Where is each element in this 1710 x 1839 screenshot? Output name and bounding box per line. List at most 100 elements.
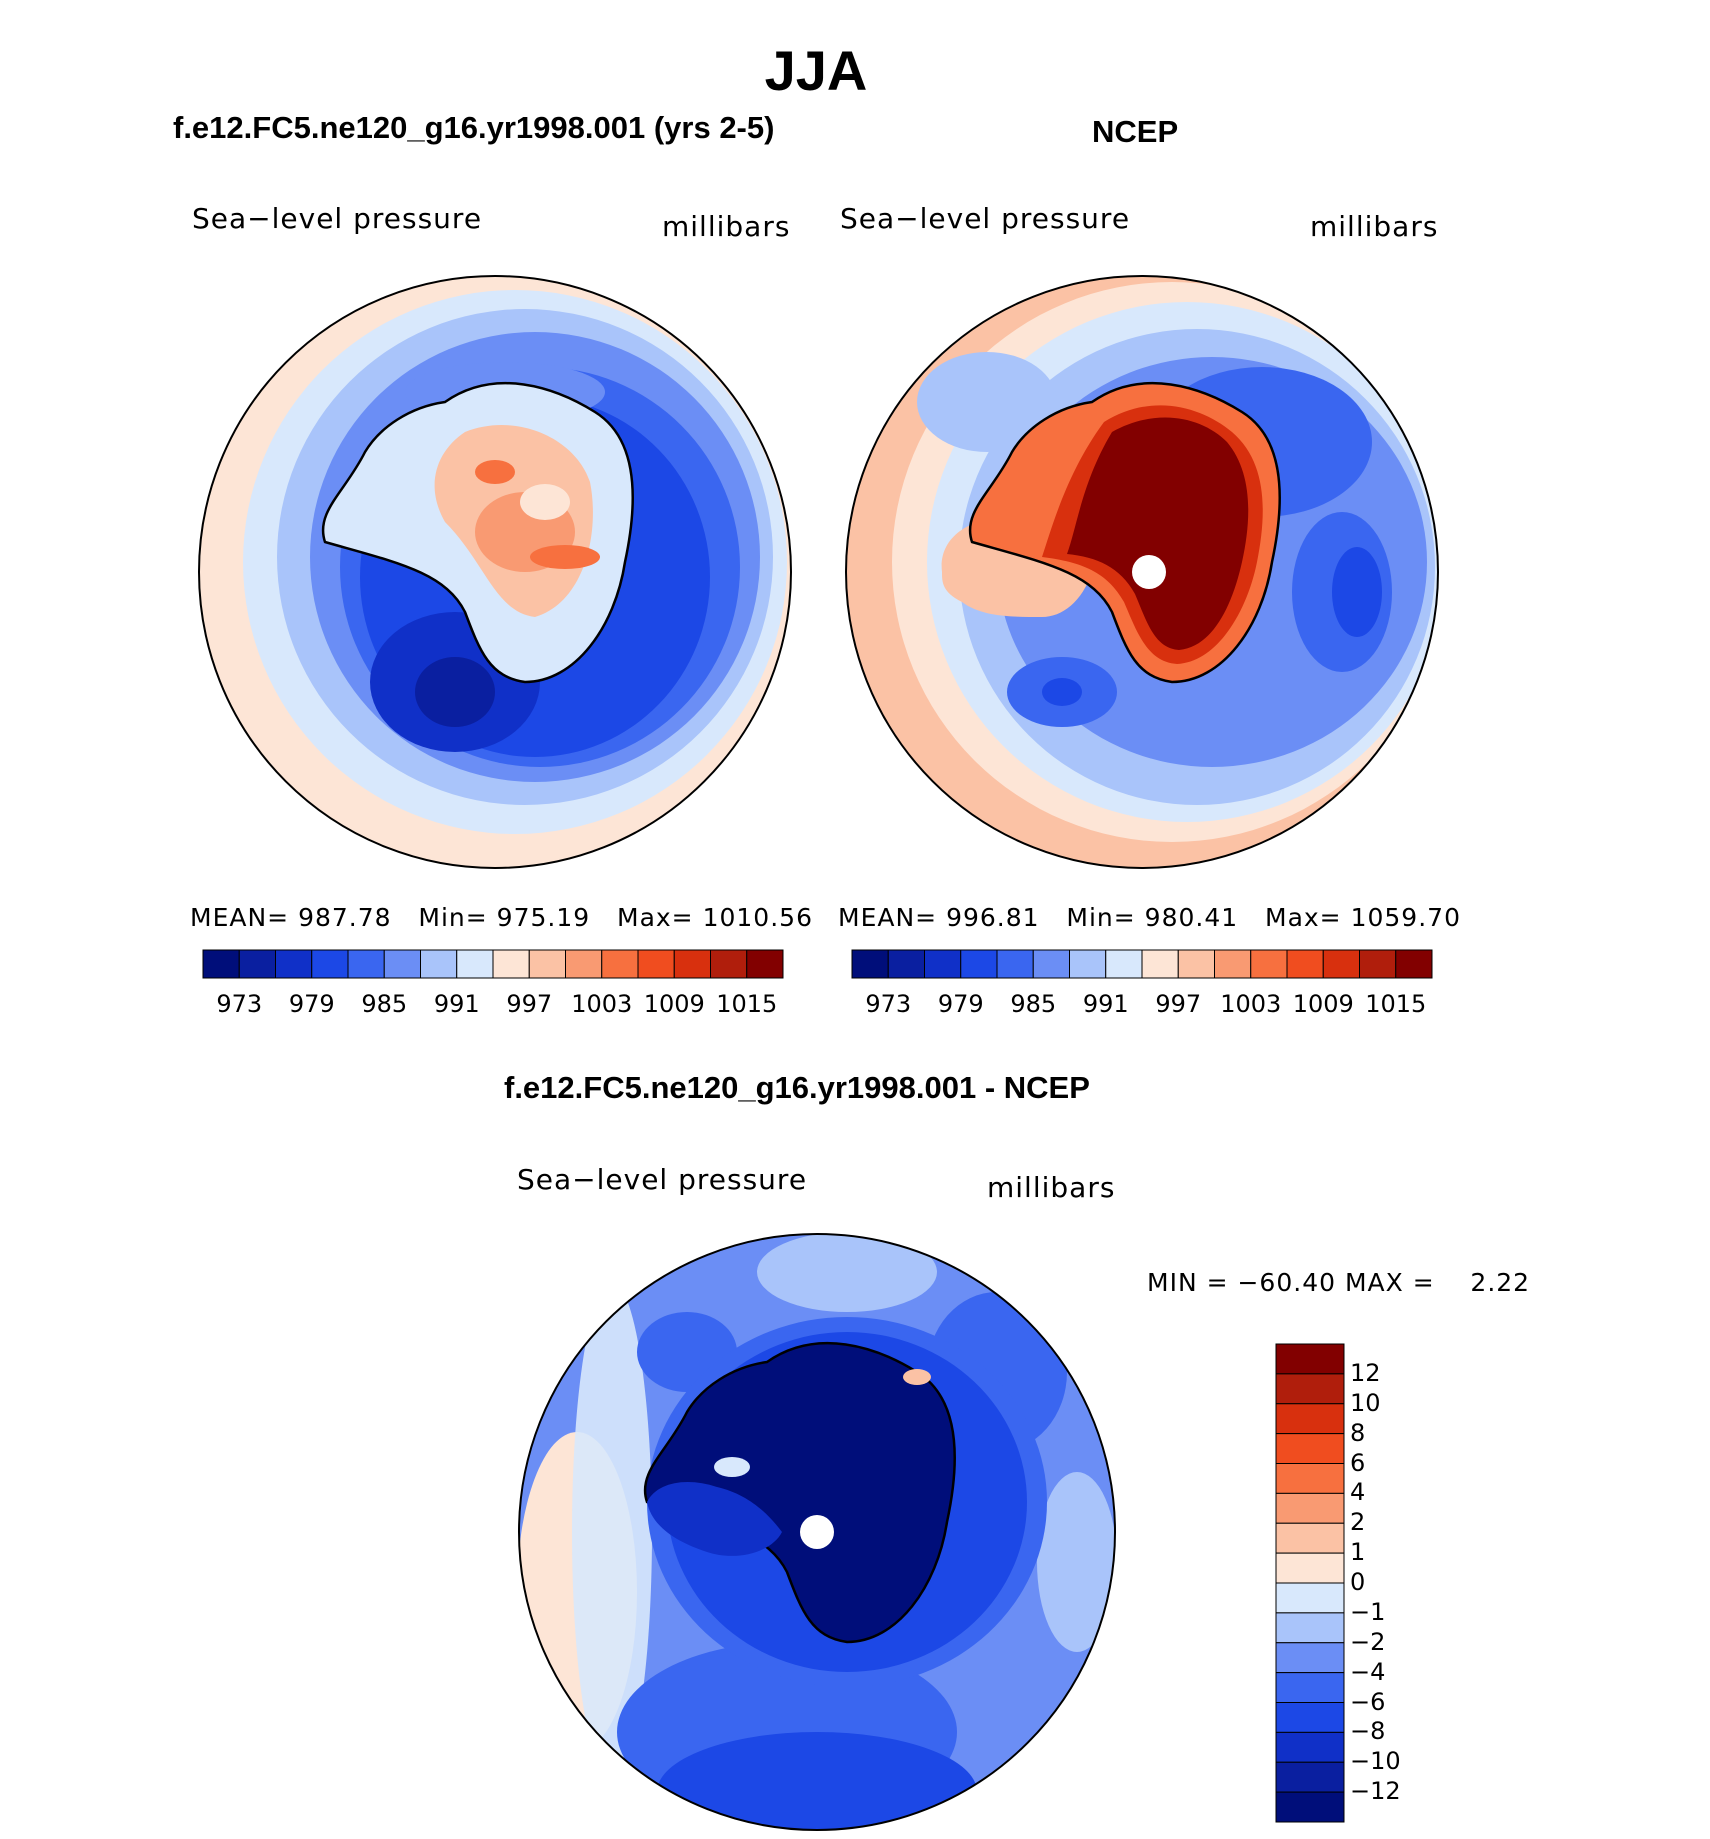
colorbar-swatch: [1322, 949, 1360, 979]
colorbar-tick-label: 0: [1350, 1568, 1366, 1596]
panel-obs-min-value: 980.41: [1144, 903, 1239, 932]
colorbar-swatch: [924, 949, 962, 979]
colorbar-tick-label: 979: [937, 990, 984, 1018]
colorbar-swatch: [528, 949, 566, 979]
colorbar-swatch: [1275, 1672, 1345, 1703]
colorbar-tick-label: 4: [1350, 1478, 1366, 1507]
colorbar-swatch: [492, 949, 530, 979]
colorbar-swatch: [238, 949, 276, 979]
colorbar-swatch: [1177, 949, 1215, 979]
panel-model-polar-map: [198, 275, 792, 869]
panel-model-max-value: 1010.56: [702, 903, 813, 932]
colorbar-swatch: [1275, 1492, 1345, 1524]
colorbar-swatch: [1275, 1373, 1345, 1405]
colorbar-tick-label: −10: [1350, 1747, 1401, 1776]
pole-mask: [800, 1515, 834, 1549]
colorbar-swatch: [637, 949, 675, 979]
panel-obs-stats: MEAN= 996.81 Min= 980.41 Max= 1059.70: [838, 903, 1461, 932]
figure-title: JJA: [764, 39, 868, 102]
colorbar-tick-label: 10: [1350, 1388, 1381, 1417]
colorbar-swatch: [1275, 1731, 1345, 1763]
colorbar-swatch: [565, 949, 603, 979]
colorbar-swatch: [383, 949, 421, 979]
colorbar-swatch: [996, 949, 1034, 979]
colorbar-swatch: [1275, 1612, 1345, 1644]
colorbar-swatch: [1275, 1642, 1345, 1674]
colorbar-swatch: [601, 949, 639, 979]
panel-model-title: f.e12.FC5.ne120_g16.yr1998.001 (yrs 2-5): [173, 110, 775, 145]
colorbar-swatch: [746, 949, 784, 979]
panel-model-mean-value: 987.78: [298, 903, 392, 932]
colorbar-swatch: [1359, 949, 1397, 979]
colorbar-swatch: [1275, 1403, 1345, 1435]
colorbar-tick-label: 985: [1010, 990, 1057, 1018]
colorbar-tick-label: −12: [1350, 1777, 1401, 1806]
panel-obs-mean-value: 996.81: [946, 903, 1040, 932]
diff-panel-minmax: MIN = −60.40 MAX = 2.22: [1147, 1268, 1531, 1297]
colorbar-swatch: [1275, 1522, 1345, 1554]
panel-model-stats: MEAN= 987.78 Min= 975.19 Max= 1010.56: [190, 903, 813, 932]
panel-obs-units-label: millibars: [1310, 210, 1439, 243]
panel-obs-max-value: 1059.70: [1350, 903, 1461, 932]
colorbar-swatch: [420, 949, 458, 979]
colorbar-swatch: [1069, 949, 1107, 979]
panel-obs-max-label: Max=: [1265, 903, 1342, 932]
panel-obs-variable-label: Sea−level pressure: [840, 202, 1131, 235]
diff-panel-colorbar-ticks: 12 10 8 6 4 2 1 0 −1 −2 −4 −6 −8 −10 −12: [1350, 1343, 1430, 1823]
colorbar-swatch: [1275, 1761, 1345, 1793]
colorbar-swatch: [311, 949, 349, 979]
colorbar-swatch: [1250, 949, 1288, 979]
colorbar-tick-label: 991: [1082, 990, 1129, 1018]
colorbar-swatch: [710, 949, 748, 979]
panel-model-variable-label: Sea−level pressure: [192, 202, 483, 235]
pole-mask: [1132, 555, 1166, 589]
colorbar-tick-label: 2: [1350, 1508, 1366, 1537]
panel-model-units-label: millibars: [662, 210, 791, 243]
colorbar-swatch: [456, 949, 494, 979]
colorbar-tick-label: 1: [1350, 1538, 1366, 1567]
colorbar-swatch: [1275, 1582, 1345, 1614]
colorbar-swatch: [1275, 1463, 1345, 1494]
colorbar-swatch: [1275, 1552, 1345, 1584]
colorbar-tick-label: −4: [1350, 1657, 1386, 1686]
panel-model-mean-label: MEAN=: [190, 903, 290, 932]
diff-panel-polar-map: [518, 1233, 1116, 1831]
colorbar-swatch: [347, 949, 385, 979]
colorbar-swatch: [887, 949, 925, 979]
colorbar-swatch: [960, 949, 998, 979]
panel-model-max-label: Max=: [617, 903, 694, 932]
colorbar-swatch: [851, 949, 889, 979]
colorbar-swatch: [1141, 949, 1179, 979]
colorbar-swatch: [1275, 1702, 1345, 1733]
panel-model-min-label: Min=: [418, 903, 488, 932]
diff-panel-variable-label: Sea−level pressure: [517, 1163, 808, 1196]
colorbar-swatch: [1286, 949, 1324, 979]
colorbar-tick-label: 979: [288, 990, 335, 1018]
colorbar-swatch: [673, 949, 711, 979]
panel-obs-mean-label: MEAN=: [838, 903, 938, 932]
panel-obs-polar-map: [845, 275, 1439, 869]
colorbar-tick-label: 997: [1155, 990, 1202, 1018]
colorbar-tick-label: 991: [433, 990, 480, 1018]
colorbar-tick-label: 8: [1350, 1418, 1366, 1447]
colorbar-tick-label: −1: [1350, 1597, 1386, 1626]
diff-panel-colorbar: [1275, 1343, 1345, 1823]
colorbar-tick-label: 1015: [1365, 990, 1427, 1018]
colorbar-swatch: [1395, 949, 1433, 979]
colorbar-swatch: [202, 949, 240, 979]
panel-obs-title: NCEP: [1092, 114, 1179, 149]
diff-panel-units-label: millibars: [987, 1171, 1116, 1204]
colorbar-swatch: [1275, 1343, 1345, 1375]
colorbar-tick-label: −6: [1350, 1687, 1386, 1716]
colorbar-tick-label: 1015: [716, 990, 778, 1018]
colorbar-tick-label: 6: [1350, 1448, 1366, 1477]
colorbar-tick-label: 12: [1350, 1358, 1381, 1387]
panel-model-colorbar: [202, 949, 784, 979]
colorbar-swatch: [1275, 1433, 1345, 1464]
panel-model-min-value: 975.19: [496, 903, 591, 932]
colorbar-swatch: [275, 949, 313, 979]
colorbar-tick-label: 973: [865, 990, 912, 1018]
colorbar-tick-label: 1009: [1292, 990, 1354, 1018]
colorbar-tick-label: 973: [216, 990, 263, 1018]
colorbar-tick-label: 1003: [571, 990, 633, 1018]
